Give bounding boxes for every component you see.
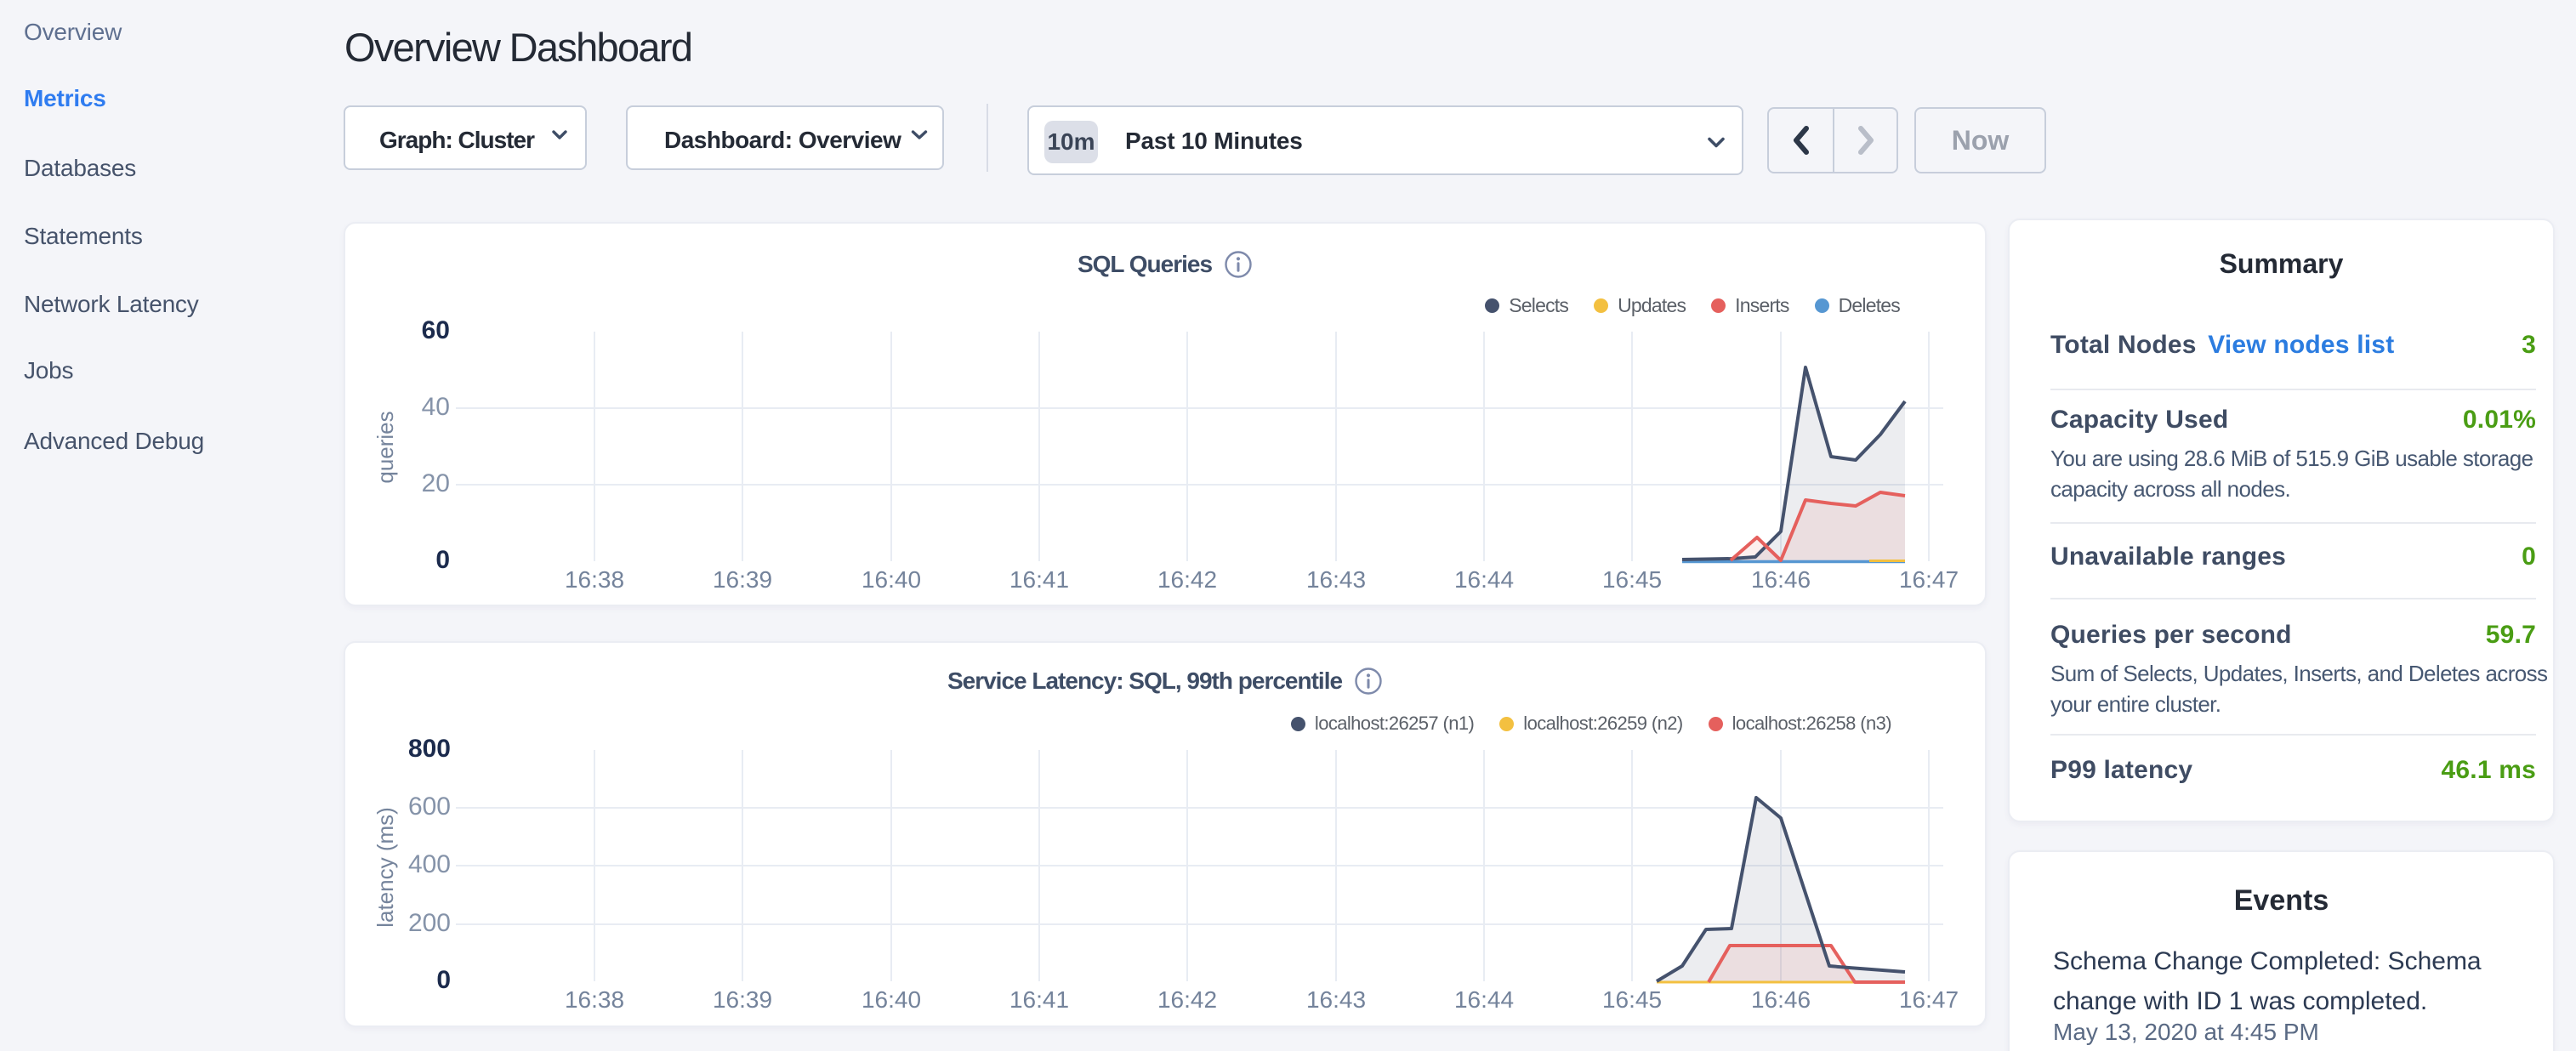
svg-text:800: 800 — [408, 735, 451, 763]
svg-text:16:47: 16:47 — [1899, 986, 1959, 1013]
svg-text:16:47: 16:47 — [1899, 566, 1959, 593]
svg-text:16:43: 16:43 — [1306, 566, 1366, 593]
svg-text:16:38: 16:38 — [565, 566, 624, 593]
svg-text:60: 60 — [422, 316, 450, 344]
svg-text:16:45: 16:45 — [1602, 566, 1662, 593]
svg-text:20: 20 — [422, 469, 450, 497]
svg-text:16:42: 16:42 — [1157, 986, 1217, 1013]
svg-text:16:43: 16:43 — [1306, 986, 1366, 1013]
svg-text:16:41: 16:41 — [1009, 566, 1069, 593]
svg-text:16:46: 16:46 — [1751, 986, 1811, 1013]
svg-text:16:38: 16:38 — [565, 986, 624, 1013]
svg-text:16:41: 16:41 — [1009, 986, 1069, 1013]
svg-text:400: 400 — [408, 850, 451, 878]
svg-text:600: 600 — [408, 793, 451, 821]
svg-text:0: 0 — [435, 546, 450, 574]
svg-text:16:45: 16:45 — [1602, 986, 1662, 1013]
svg-text:16:44: 16:44 — [1454, 986, 1514, 1013]
svg-text:queries: queries — [372, 411, 398, 483]
svg-text:latency (ms): latency (ms) — [372, 807, 398, 928]
svg-text:200: 200 — [408, 909, 451, 937]
svg-text:16:44: 16:44 — [1454, 566, 1514, 593]
svg-text:40: 40 — [422, 393, 450, 421]
svg-text:16:39: 16:39 — [713, 566, 772, 593]
svg-text:16:46: 16:46 — [1751, 566, 1811, 593]
svg-text:16:42: 16:42 — [1157, 566, 1217, 593]
svg-text:0: 0 — [436, 966, 451, 994]
svg-text:16:39: 16:39 — [713, 986, 772, 1013]
svg-text:16:40: 16:40 — [862, 566, 921, 593]
svg-text:16:40: 16:40 — [862, 986, 921, 1013]
